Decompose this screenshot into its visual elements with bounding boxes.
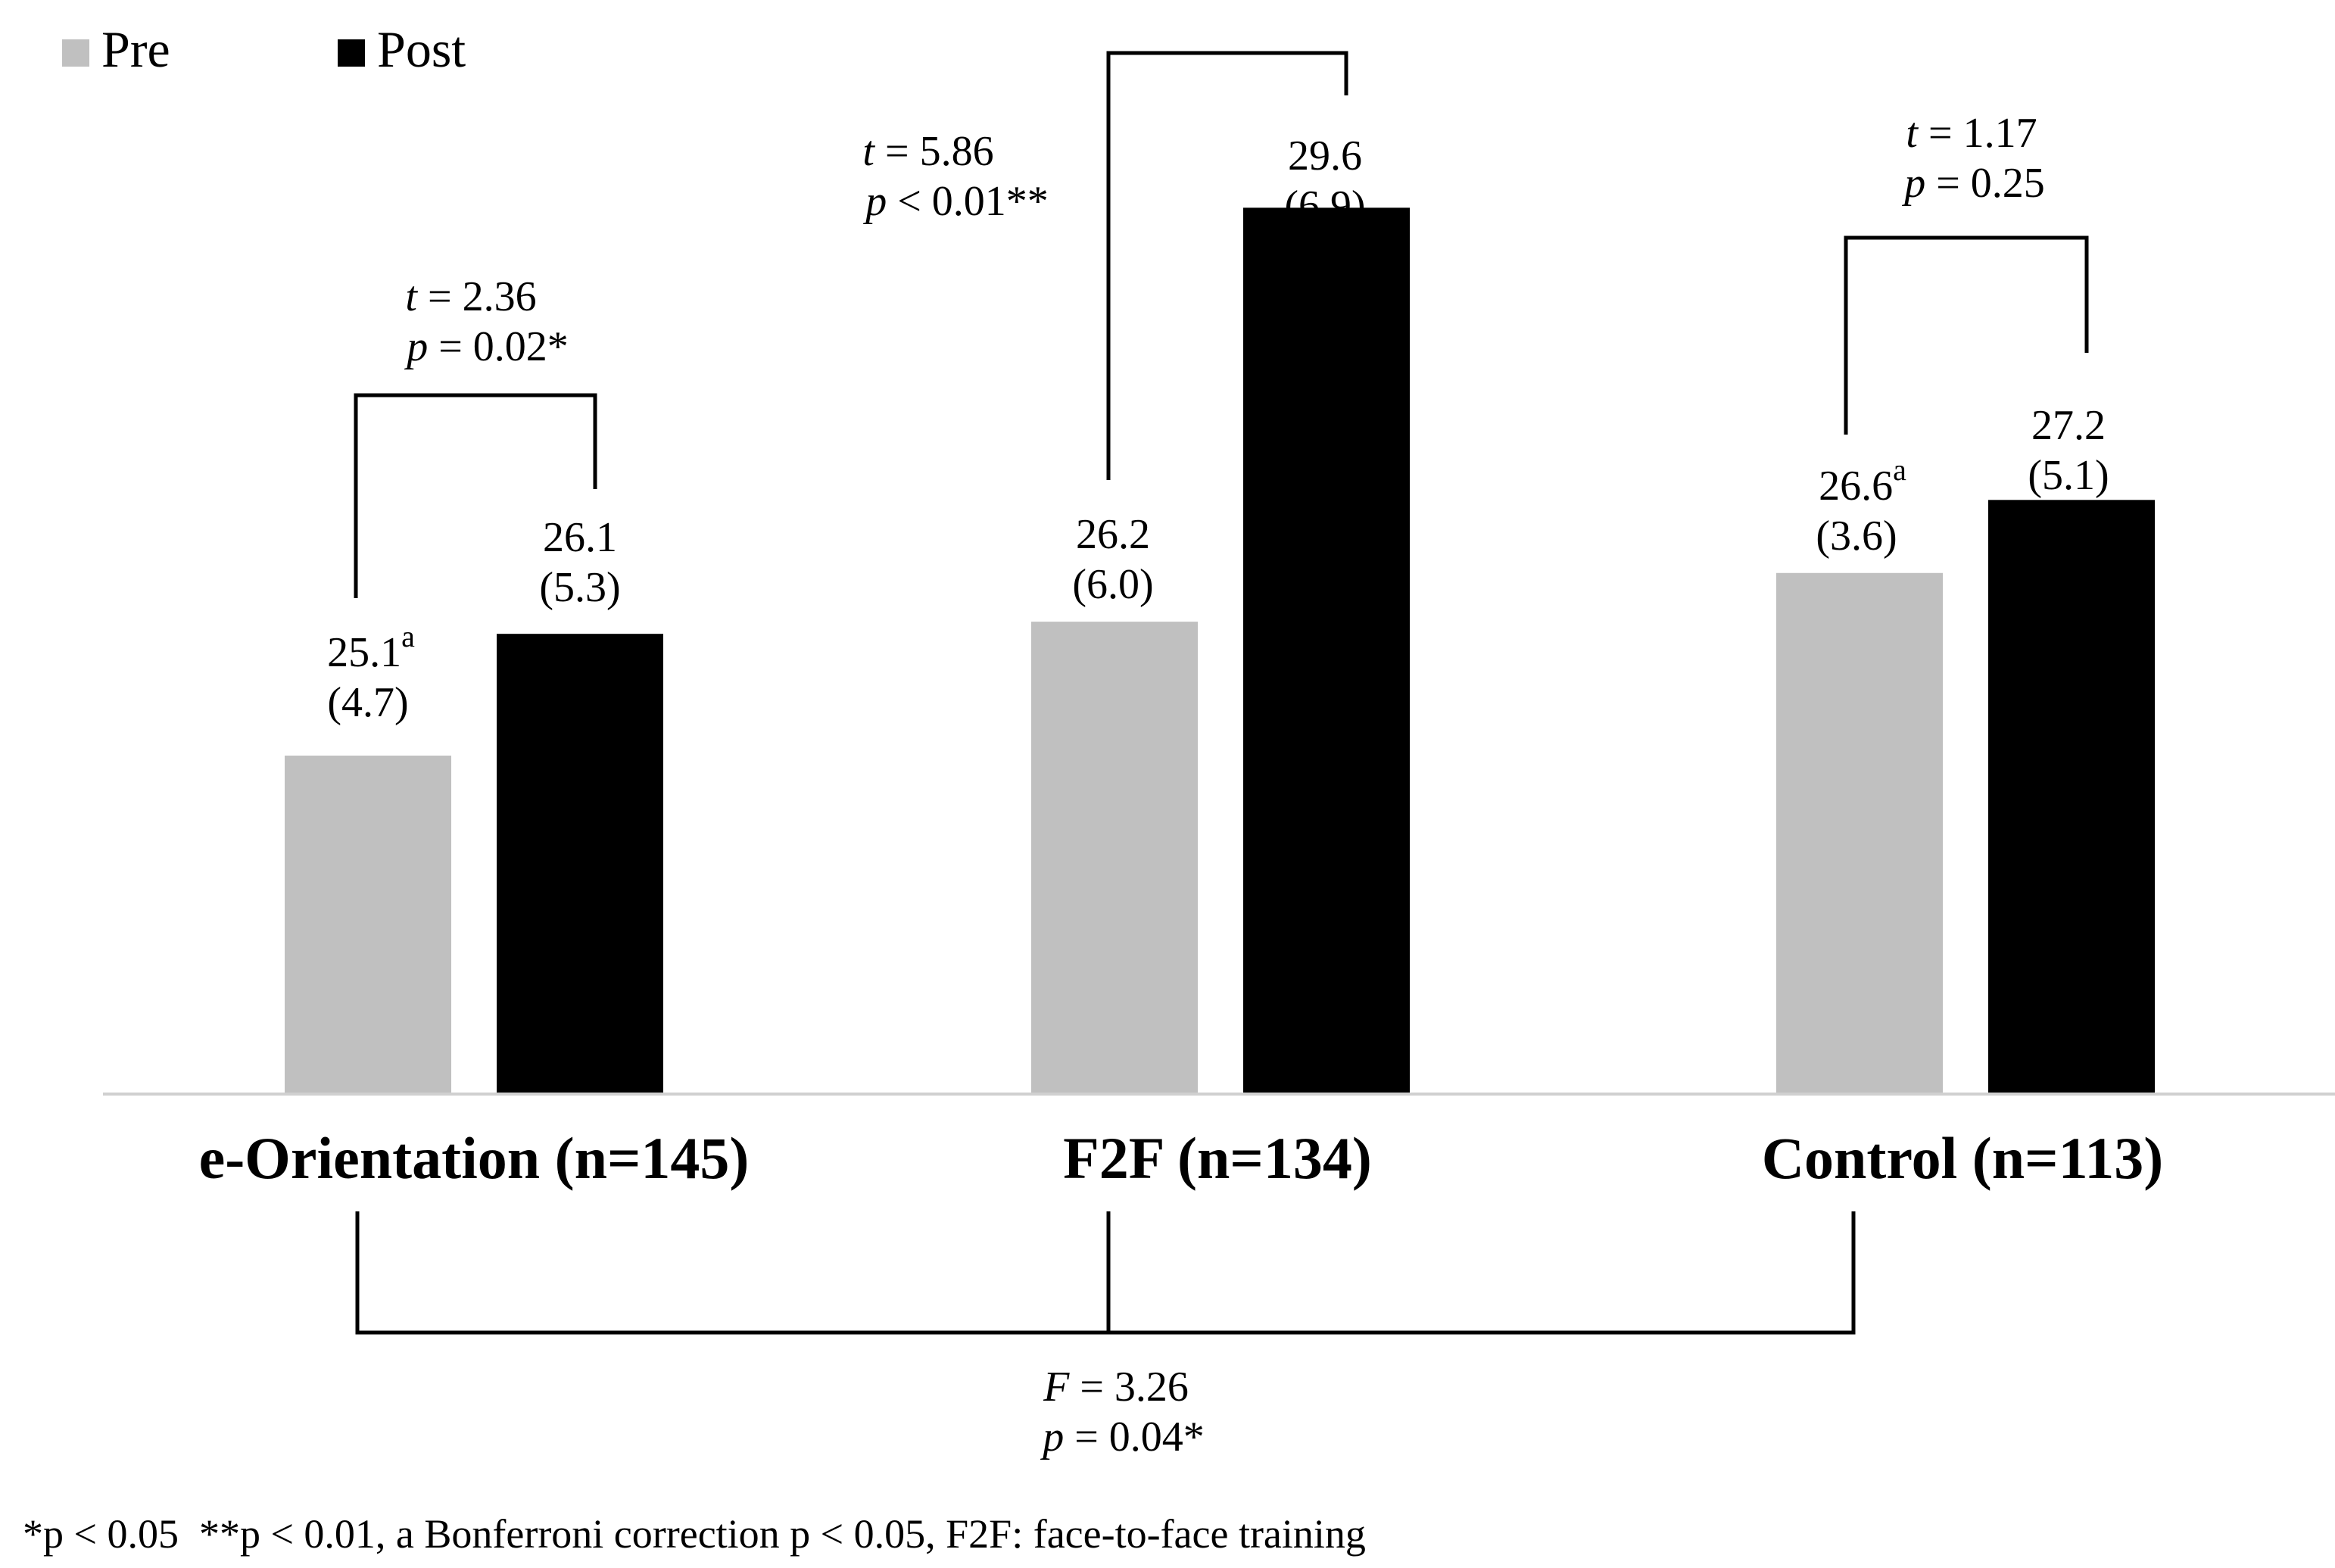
p-value-f2f: p < 0.01** xyxy=(862,178,1049,225)
between-bracket-line xyxy=(355,1211,1856,1335)
bar-pre-control xyxy=(1776,572,1943,1094)
category-label-control: Control (n=113) xyxy=(1762,1125,2164,1191)
sd-label-post-control: (5.1) xyxy=(2028,452,2109,499)
sd-label-pre-e-orientation: (4.7) xyxy=(327,679,408,726)
value-label-post-f2f: 29.6 xyxy=(1288,132,1362,179)
within-brackets xyxy=(354,51,2089,598)
sd-label-pre-f2f: (6.0) xyxy=(1072,561,1153,608)
legend: Pre Post xyxy=(62,20,466,78)
sd-label-post-e-orientation: (5.3) xyxy=(539,564,620,611)
bar-pre-e-orientation xyxy=(285,755,451,1094)
value-label-pre-f2f: 26.2 xyxy=(1076,511,1150,558)
value-label-pre-e-orientation: 25.1a xyxy=(327,619,415,676)
t-test-e-orientation: t = 2.36 xyxy=(405,273,536,320)
category-labels: e-Orientation (n=145) F2F (n=134) Contro… xyxy=(199,1125,2164,1191)
footnote: *p < 0.05 **p < 0.01, a Bonferroni corre… xyxy=(23,1511,1366,1557)
bar-post-control xyxy=(1988,500,2155,1094)
legend-label-pre: Pre xyxy=(101,20,170,78)
bracket-f2f xyxy=(1106,51,1348,480)
value-label-pre-control: 26.6a xyxy=(1819,453,1906,510)
value-label-post-control: 27.2 xyxy=(2031,402,2106,449)
sd-label-pre-control: (3.6) xyxy=(1816,513,1897,560)
bar-post-e-orientation xyxy=(497,634,663,1094)
legend-swatch-pre xyxy=(62,39,89,67)
between-bracket xyxy=(355,1211,1856,1335)
p-value-between: p = 0.04* xyxy=(1040,1414,1205,1460)
legend-swatch-post xyxy=(338,39,365,67)
sd-label-post-f2f: (6.9) xyxy=(1284,182,1365,229)
bracket-e-orientation xyxy=(354,393,597,598)
bracket-control xyxy=(1844,235,2089,435)
within-test-labels: t = 2.36 p = 0.02* t = 5.86 p < 0.01** t… xyxy=(404,110,2045,370)
p-value-e-orientation: p = 0.02* xyxy=(404,323,569,370)
bar-pre-f2f xyxy=(1031,622,1198,1094)
between-test-labels: F = 3.26 p = 0.04* xyxy=(1040,1364,1205,1460)
category-label-f2f: F2F (n=134) xyxy=(1063,1125,1372,1191)
category-label-e-orientation: e-Orientation (n=145) xyxy=(199,1125,750,1191)
value-labels: 25.1a (4.7) 26.1 (5.3) 26.2 (6.0) 29.6 (… xyxy=(327,132,2109,726)
t-test-f2f: t = 5.86 xyxy=(862,128,993,175)
f-test: F = 3.26 xyxy=(1043,1364,1189,1411)
bars xyxy=(285,207,2155,1095)
legend-label-post: Post xyxy=(377,20,466,78)
bar-post-f2f xyxy=(1243,207,1410,1095)
value-label-post-e-orientation: 26.1 xyxy=(543,514,617,561)
t-test-control: t = 1.17 xyxy=(1906,110,2037,157)
p-value-control: p = 0.25 xyxy=(1901,160,2045,207)
